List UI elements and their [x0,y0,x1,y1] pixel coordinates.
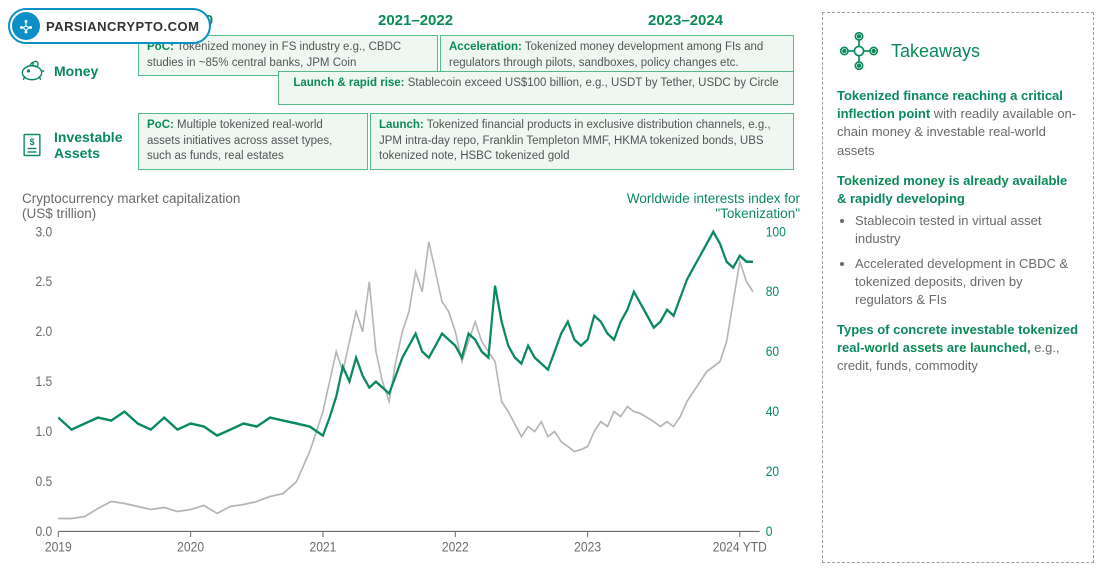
assets-boxes: PoC: Multiple tokenized real-world asset… [138,113,804,177]
piggy-bank-icon [18,57,46,85]
money-label: Money [18,35,138,107]
money-label-text: Money [54,63,98,79]
money-boxes: PoC: Tokenized money in FS industry e.g.… [138,35,804,107]
takeaway-2-list: Stablecoin tested in virtual asset indus… [837,212,1079,309]
svg-text:1.5: 1.5 [35,373,52,389]
takeaways-title: Takeaways [891,41,980,62]
svg-text:0: 0 [766,523,773,539]
svg-text:0.0: 0.0 [35,523,52,539]
money-box-launch: Launch & rapid rise: Stablecoin exceed U… [278,71,794,105]
era-2021-2022: 2021–2022 [378,12,648,29]
assets-box-poc: PoC: Multiple tokenized real-world asset… [138,113,368,170]
watermark-badge: PARSIANCRYPTO.COM [8,8,211,44]
network-icon [837,29,881,73]
takeaway-1: Tokenized finance reaching a critical in… [837,87,1079,160]
money-row: Money PoC: Tokenized money in FS industr… [18,35,804,107]
svg-text:100: 100 [766,225,786,239]
era-2023-2024: 2023–2024 [648,12,804,29]
watermark-text: PARSIANCRYPTO.COM [46,19,199,34]
svg-text:60: 60 [766,343,779,359]
chart-area: Cryptocurrency market capitalization (US… [18,191,804,563]
document-dollar-icon: $ [18,131,46,159]
svg-text:80: 80 [766,284,779,300]
svg-text:2021: 2021 [310,539,337,555]
watermark-icon [12,12,40,40]
svg-text:2.5: 2.5 [35,274,52,290]
svg-text:2019: 2019 [45,539,72,555]
takeaway-2: Tokenized money is already available & r… [837,172,1079,309]
svg-text:2024 YTD: 2024 YTD [713,539,767,555]
svg-text:2020: 2020 [177,539,204,555]
svg-text:0.5: 0.5 [35,473,52,489]
chart-svg: 0.0 0.5 1.0 1.5 2.0 2.5 3.0 0 20 40 60 80 100 2019 202… [18,225,804,563]
takeaway-2-highlight: Tokenized money is already available & r… [837,173,1067,206]
svg-text:40: 40 [766,403,779,419]
takeaway-3: Types of concrete investable tokenized r… [837,321,1079,376]
takeaways-panel: Takeaways Tokenized finance reaching a c… [822,12,1094,563]
assets-box-launch: Launch: Tokenized financial products in … [370,113,794,170]
svg-text:2022: 2022 [442,539,469,555]
assets-row: $ Investable Assets PoC: Multiple tokeni… [18,113,804,177]
svg-text:3.0: 3.0 [35,225,52,239]
svg-text:2.0: 2.0 [35,324,52,340]
svg-text:1.0: 1.0 [35,423,52,439]
assets-label-text: Investable Assets [54,129,138,161]
svg-text:20: 20 [766,463,779,479]
chart-left-axis-title: Cryptocurrency market capitalization (US… [22,191,242,221]
line-chart: 0.0 0.5 1.0 1.5 2.0 2.5 3.0 0 20 40 60 80 100 2019 202… [18,225,804,563]
left-column: 2019–2020 2021–2022 2023–2024 Money PoC:… [18,12,804,563]
takeaway-2-bullet: Stablecoin tested in virtual asset indus… [855,212,1079,248]
takeaway-2-bullet: Accelerated development in CBDC & tokeni… [855,255,1079,310]
svg-text:2023: 2023 [574,539,601,555]
svg-text:$: $ [30,137,35,147]
takeaways-header: Takeaways [837,29,1079,73]
chart-right-axis-title: Worldwide interests index for "Tokenizat… [580,191,800,221]
money-box-acceleration: Acceleration: Tokenized money developmen… [440,35,794,76]
assets-label: $ Investable Assets [18,113,138,177]
